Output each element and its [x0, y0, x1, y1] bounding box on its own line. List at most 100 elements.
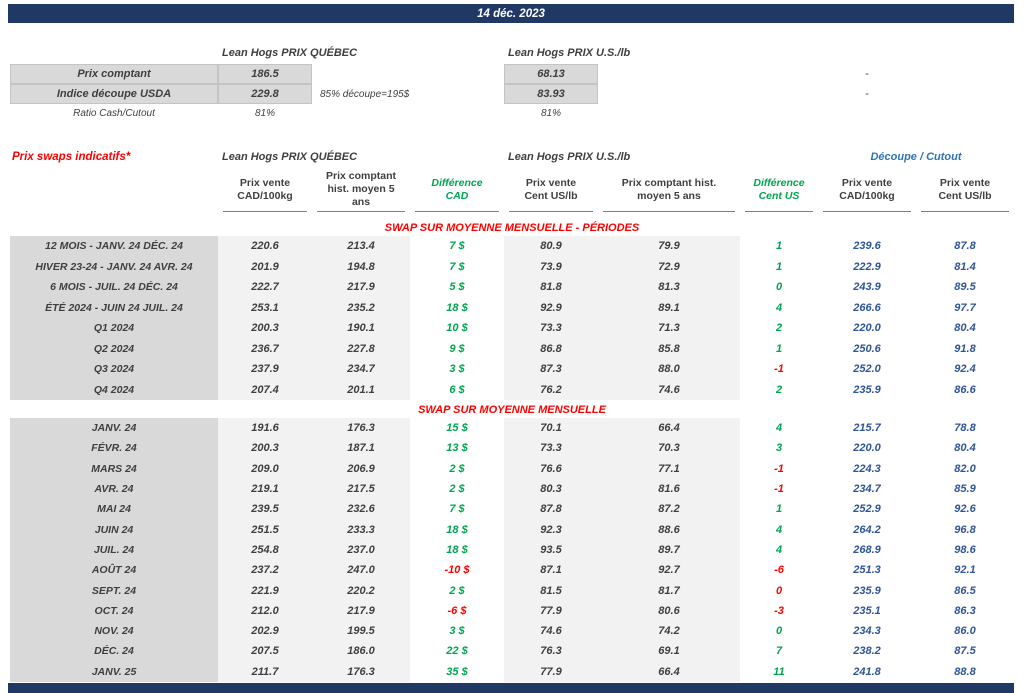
- section-header-monthly: SWAP SUR MOYENNE MENSUELLE: [418, 404, 606, 416]
- hist-cad-cell: 227.8: [312, 338, 410, 359]
- diff-us-cell: 1: [775, 503, 783, 516]
- hist-us-cell: 69.1: [598, 641, 740, 662]
- hist-us-cell: 81.7: [598, 580, 740, 601]
- diff-cad-cell: 35 $: [446, 665, 468, 678]
- diff-us-cell: 1: [775, 342, 783, 355]
- diff-cad-cell: 18 $: [446, 523, 468, 536]
- vente-cad-cell: 207.5: [218, 641, 312, 662]
- hist-us-cell: 87.2: [598, 499, 740, 520]
- diff-cad-cell: 3 $: [449, 363, 465, 376]
- cutout-us-cell: 92.1: [954, 564, 976, 577]
- diff-us-cell: 11: [773, 665, 785, 678]
- diff-cad-cell: -6 $: [447, 604, 467, 617]
- hist-us-cell: 88.0: [598, 359, 740, 380]
- cutout-cad-cell: 241.8: [853, 665, 881, 678]
- spot-qc-indice-decoupe: 229.8: [218, 84, 312, 104]
- hist-cad-cell: 232.6: [312, 499, 410, 520]
- diff-cad-cell: 7 $: [449, 503, 465, 516]
- vente-cad-cell: 237.9: [218, 359, 312, 380]
- cutout-cad-cell: 252.0: [853, 363, 881, 376]
- diff-cad-cell: 15 $: [446, 422, 468, 435]
- diff-cad-cell: 6 $: [449, 383, 465, 396]
- section-rows-periods: 12 MOIS - JANV. 24 DÉC. 24 220.6 213.4 7 $ 8…: [10, 236, 1014, 400]
- diff-cad-cell: 9 $: [449, 342, 465, 355]
- diff-us-cell: 4: [775, 523, 783, 536]
- vente-us-cell: 87.3: [504, 359, 598, 380]
- cutout-cad-cell: 224.3: [853, 462, 881, 475]
- cutout-cad-cell: 264.2: [853, 523, 881, 536]
- vente-us-cell: 76.3: [504, 641, 598, 662]
- diff-cad-cell: 3 $: [449, 625, 465, 638]
- hist-us-cell: 66.4: [598, 661, 740, 682]
- swap-section-monthly: SWAP SUR MOYENNE MENSUELLE JANV. 24 191.6…: [0, 402, 1014, 682]
- hist-us-cell: 66.4: [598, 418, 740, 439]
- diff-cad-cell: 2 $: [449, 462, 465, 475]
- diff-us-cell: -6: [774, 564, 784, 577]
- row-label: DÉC. 24: [10, 641, 218, 662]
- row-label: Q1 2024: [10, 318, 218, 339]
- cutout-us-cell: 81.4: [954, 260, 976, 273]
- diff-us-cell: 0: [775, 584, 783, 597]
- cutout-cad-cell: 220.0: [853, 322, 881, 335]
- cutout-cad-cell: 252.9: [853, 503, 881, 516]
- row-label: OCT. 24: [10, 600, 218, 621]
- vente-us-cell: 76.6: [504, 458, 598, 479]
- hist-cad-cell: 217.9: [312, 277, 410, 298]
- col-header-diff-us: Différence Cent US: [745, 168, 813, 212]
- vente-cad-cell: 251.5: [218, 519, 312, 540]
- row-label: MAI 24: [10, 499, 218, 520]
- row-label: Q3 2024: [10, 359, 218, 380]
- hist-us-cell: 80.6: [598, 600, 740, 621]
- diff-cad-cell: 2 $: [449, 483, 465, 496]
- row-label: 6 MOIS - JUIL. 24 DÉC. 24: [10, 277, 218, 298]
- cutout-cad-cell: 239.6: [853, 240, 881, 253]
- date-banner: 14 déc. 2023: [8, 4, 1014, 23]
- spot-us-ratio: 81%: [540, 107, 561, 119]
- diff-cad-cell: 18 $: [446, 543, 468, 556]
- cutout-us-cell: 87.8: [954, 240, 976, 253]
- diff-us-cell: 0: [775, 281, 783, 294]
- diff-cad-cell: 7 $: [449, 260, 465, 273]
- section-header-periods: SWAP SUR MOYENNE MENSUELLE - PÉRIODES: [384, 222, 640, 234]
- hist-cad-cell: 176.3: [312, 418, 410, 439]
- hist-cad-cell: 247.0: [312, 560, 410, 581]
- spot-cutout-dash-2: -: [865, 88, 869, 100]
- row-label: Q2 2024: [10, 338, 218, 359]
- hist-cad-cell: 220.2: [312, 580, 410, 601]
- cutout-us-cell: 86.5: [954, 584, 976, 597]
- hist-us-cell: 71.3: [598, 318, 740, 339]
- hist-cad-cell: 201.1: [312, 379, 410, 400]
- report-date: 14 déc. 2023: [477, 7, 545, 20]
- diff-cad-cell: 22 $: [446, 645, 468, 658]
- vente-us-cell: 73.3: [504, 438, 598, 459]
- spot-price-table: Lean Hogs PRIX QUÉBEC Lean Hogs PRIX U.S…: [10, 42, 1014, 122]
- vente-us-cell: 80.9: [504, 236, 598, 257]
- vente-cad-cell: 202.9: [218, 620, 312, 642]
- section-rows-monthly: JANV. 24 191.6 176.3 15 $70.1 66.4 4 215.7 78.8…: [10, 418, 1014, 682]
- vente-us-cell: 81.8: [504, 277, 598, 298]
- cutout-cad-cell: 220.0: [853, 442, 881, 455]
- spot-qc-prix-comptant: 186.5: [218, 64, 312, 84]
- vente-cad-cell: 201.9: [218, 256, 312, 277]
- hist-cad-cell: 206.9: [312, 458, 410, 479]
- vente-us-cell: 80.3: [504, 478, 598, 500]
- row-label: Q4 2024: [10, 379, 218, 400]
- row-label: SEPT. 24: [10, 580, 218, 601]
- diff-cad-cell: 2 $: [449, 584, 465, 597]
- hist-cad-cell: 199.5: [312, 620, 410, 642]
- row-label: AOÛT 24: [10, 560, 218, 581]
- spot-cutout-dash-1: -: [865, 68, 869, 80]
- cutout-cad-cell: 243.9: [853, 281, 881, 294]
- spot-row-label-prix-comptant: Prix comptant: [10, 64, 218, 84]
- diff-cad-cell: 13 $: [446, 442, 468, 455]
- cutout-us-cell: 85.9: [954, 483, 976, 496]
- swap-table-header: Prix swaps indicatifs* Lean Hogs PRIX QU…: [10, 146, 1014, 212]
- vente-cad-cell: 237.2: [218, 560, 312, 581]
- hist-cad-cell: 186.0: [312, 641, 410, 662]
- hist-us-cell: 88.6: [598, 519, 740, 540]
- hist-us-cell: 81.3: [598, 277, 740, 298]
- diff-us-cell: 7: [775, 645, 783, 658]
- cutout-cad-cell: 235.9: [853, 584, 881, 597]
- cutout-us-cell: 88.8: [954, 665, 976, 678]
